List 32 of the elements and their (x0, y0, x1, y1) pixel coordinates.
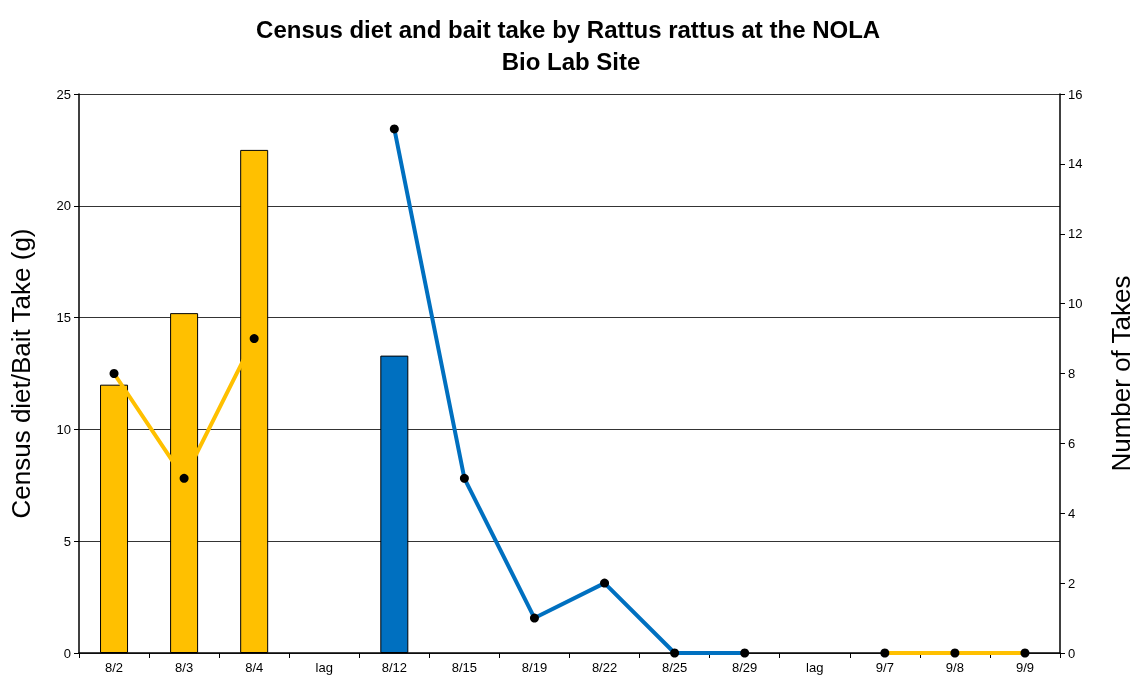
x-tick-label: 9/8 (945, 660, 964, 675)
y2-tick-label: 14 (1068, 156, 1083, 172)
y2-tick-label: 8 (1068, 366, 1076, 381)
x-tick-label: 8/3 (175, 660, 194, 675)
x-tick-label: 8/29 (732, 660, 758, 675)
x-tick-label: 8/12 (381, 660, 407, 675)
y-tick-label: 5 (63, 533, 71, 549)
x-tick-label: 8/22 (591, 660, 618, 675)
y-tick-label: 0 (63, 645, 71, 661)
x-tick-label: 8/15 (451, 660, 478, 675)
y2-axis-title: Number of Takes (1106, 275, 1136, 472)
y2-tick-label: 16 (1068, 86, 1083, 102)
y2-tick-label: 10 (1068, 296, 1083, 312)
chart-title: Census diet and bait take by Rattus rattus at the NOLA Bio Lab Site (256, 15, 886, 75)
x-tick-label: 8/19 (521, 660, 548, 675)
y-axis-title: Census diet/Bait Take (g) (6, 228, 36, 519)
y2-tick-label: 0 (1068, 645, 1076, 661)
y2-tick-label: 12 (1068, 226, 1083, 242)
x-tick-label: 8/25 (661, 660, 688, 675)
x-tick-label: lag (315, 660, 333, 675)
y-tick-label: 10 (56, 421, 71, 437)
y-tick-label: 25 (56, 86, 71, 102)
x-tick-label: 8/2 (105, 660, 124, 675)
x-tick-label: 9/7 (875, 660, 894, 675)
y-tick-label: 20 (56, 198, 71, 214)
y2-tick-label: 6 (1068, 435, 1076, 451)
y2-tick-label: 4 (1068, 505, 1076, 521)
x-tick-label: 8/4 (245, 660, 264, 675)
x-tick-label: 9/9 (1015, 660, 1034, 675)
x-tick-label: lag (806, 660, 824, 675)
y2-tick-label: 2 (1068, 575, 1076, 591)
y-tick-label: 15 (56, 310, 71, 326)
